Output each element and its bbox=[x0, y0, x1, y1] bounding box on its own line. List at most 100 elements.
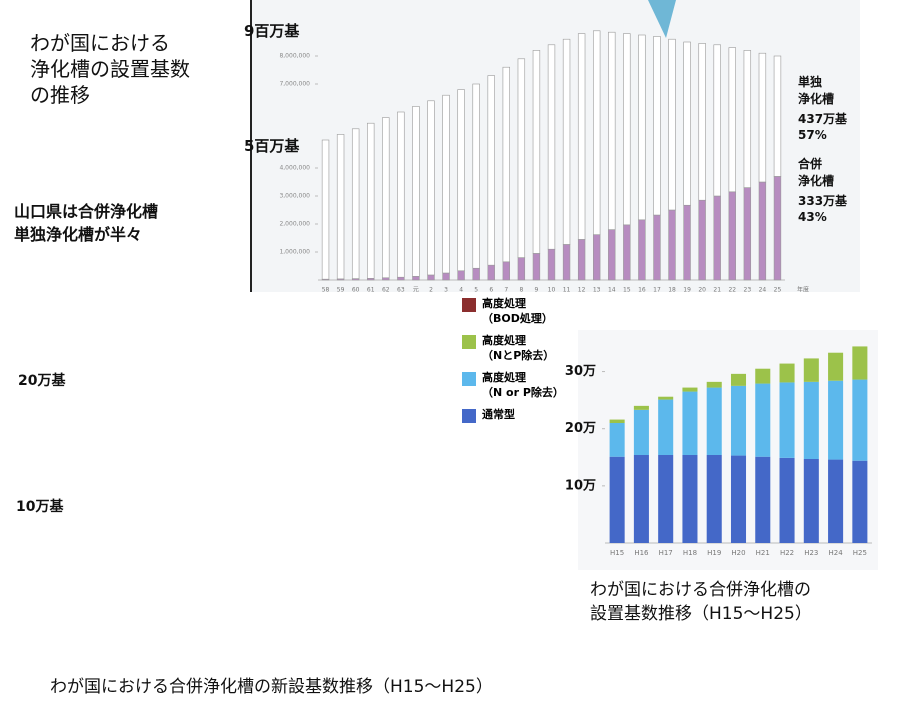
x-tick-label: H19 bbox=[707, 549, 721, 557]
legend-label: 通常型 bbox=[482, 408, 515, 421]
y-tick-label: 8,000,000 bbox=[279, 53, 310, 60]
marker bbox=[648, 0, 676, 38]
x-tick-label: H16 bbox=[634, 549, 649, 557]
bar-segment bbox=[755, 456, 771, 543]
x-tick-label: 5 bbox=[474, 287, 478, 294]
left-label: 20万基 bbox=[18, 373, 66, 389]
legend-label: 高度処理 （NとP除去） bbox=[482, 334, 555, 362]
y-tick-label: 30万 bbox=[565, 364, 596, 379]
bar-segment bbox=[828, 352, 844, 381]
bar-segment bbox=[653, 214, 661, 281]
bar-segment bbox=[668, 38, 676, 211]
legend-swatch bbox=[462, 335, 476, 349]
x-tick-label: 12 bbox=[578, 287, 586, 294]
bar-segment bbox=[728, 191, 736, 281]
bar-segment bbox=[609, 456, 625, 543]
annotation: 5百万基 bbox=[244, 137, 300, 155]
bar-segment bbox=[706, 381, 722, 388]
y-tick-label: 2,000,000 bbox=[279, 221, 310, 228]
x-tick-label: 20 bbox=[698, 287, 706, 294]
bar-segment bbox=[668, 209, 676, 281]
x-axis-label: 年度 bbox=[797, 286, 809, 294]
legend-swatch bbox=[462, 409, 476, 423]
x-tick-label: 元 bbox=[413, 287, 419, 294]
annotation: 333万基 bbox=[798, 194, 848, 208]
bar-segment bbox=[502, 261, 510, 281]
bar-segment bbox=[608, 31, 616, 230]
bar-segment bbox=[713, 195, 721, 281]
x-tick-label: H18 bbox=[683, 549, 697, 557]
bar-segment bbox=[658, 399, 674, 455]
bar-segment bbox=[779, 382, 795, 458]
bar-segment bbox=[758, 52, 767, 183]
bar-segment bbox=[562, 38, 571, 245]
bar-segment bbox=[683, 41, 691, 206]
y-tick-label: 4,000,000 bbox=[279, 165, 310, 172]
bar-segment bbox=[562, 244, 571, 281]
x-tick-label: 16 bbox=[638, 287, 646, 294]
bar-segment bbox=[577, 239, 586, 281]
bar-segment bbox=[730, 455, 747, 543]
x-tick-label: 18 bbox=[668, 287, 676, 294]
bar-segment bbox=[367, 122, 375, 279]
bar-segment bbox=[336, 134, 345, 280]
bar-segment bbox=[609, 419, 625, 423]
bar-segment bbox=[412, 276, 420, 281]
x-tick-label: H15 bbox=[610, 549, 624, 557]
bar-segment bbox=[828, 380, 844, 460]
bar-segment bbox=[577, 33, 586, 240]
bar-segment bbox=[547, 44, 556, 250]
x-tick-label: 24 bbox=[759, 287, 767, 294]
y-tick-label: 1,000,000 bbox=[279, 249, 310, 256]
bar-segment bbox=[779, 457, 795, 543]
series-label: 合併 浄化槽 bbox=[798, 157, 835, 188]
bar-segment bbox=[442, 94, 450, 274]
bar-segment bbox=[803, 358, 819, 382]
x-tick-label: 60 bbox=[352, 287, 360, 294]
bar-segment bbox=[698, 43, 706, 201]
series-label: 単独 浄化槽 bbox=[798, 75, 835, 106]
bar-segment bbox=[427, 274, 435, 281]
x-tick-label: H20 bbox=[731, 549, 745, 557]
bar-segment bbox=[713, 44, 721, 197]
bar-segment bbox=[593, 30, 601, 235]
legend-label: 高度処理 （N or P除去） bbox=[482, 371, 564, 399]
bar-segment bbox=[743, 50, 752, 188]
bar-segment bbox=[828, 459, 844, 543]
bar-segment bbox=[683, 204, 691, 281]
bar-segment bbox=[442, 272, 450, 281]
bar-segment bbox=[730, 385, 747, 456]
bar-segment bbox=[658, 455, 674, 543]
x-tick-label: H24 bbox=[829, 549, 844, 557]
bar-segment bbox=[743, 187, 752, 281]
bar-segment bbox=[502, 66, 510, 263]
bar-segment bbox=[706, 455, 722, 543]
bar-segment bbox=[397, 111, 405, 278]
x-tick-label: 6 bbox=[489, 287, 493, 294]
y-tick-label: 3,000,000 bbox=[279, 193, 310, 200]
bar-segment bbox=[517, 257, 526, 281]
bar-segment bbox=[321, 139, 330, 280]
bar-segment bbox=[698, 199, 706, 281]
y-tick-label: 10万 bbox=[565, 478, 596, 493]
left-label: 10万基 bbox=[16, 499, 64, 515]
bar-segment bbox=[758, 181, 767, 281]
bar-segment bbox=[457, 89, 465, 272]
bar-segment bbox=[773, 176, 782, 281]
x-tick-label: 15 bbox=[623, 287, 631, 294]
annotation: 437万基 bbox=[798, 112, 848, 126]
bar-segment bbox=[427, 100, 435, 276]
x-tick-label: 22 bbox=[728, 287, 736, 294]
bar-segment bbox=[682, 391, 698, 455]
bar-segment bbox=[803, 459, 819, 543]
annotation: 43% bbox=[798, 210, 827, 224]
bar-segment bbox=[633, 455, 649, 543]
x-tick-label: 62 bbox=[382, 287, 390, 294]
chart2-bg bbox=[578, 330, 878, 570]
bar-segment bbox=[682, 455, 698, 543]
x-tick-label: 14 bbox=[608, 287, 616, 294]
bar-segment bbox=[803, 381, 819, 459]
bar-segment bbox=[487, 75, 495, 266]
y-tick-label: 7,000,000 bbox=[279, 81, 310, 88]
